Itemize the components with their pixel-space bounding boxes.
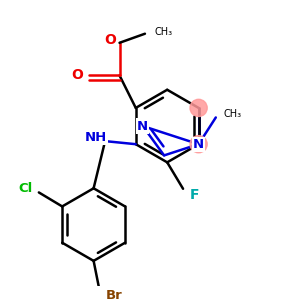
Text: F: F (190, 188, 199, 202)
Circle shape (190, 136, 207, 153)
Text: N: N (193, 138, 204, 151)
Text: O: O (71, 68, 83, 83)
Text: CH₃: CH₃ (155, 27, 173, 37)
Text: O: O (104, 33, 116, 47)
Circle shape (190, 99, 207, 116)
Text: Br: Br (106, 289, 123, 300)
Text: NH: NH (84, 131, 106, 144)
Text: N: N (137, 119, 148, 133)
Text: CH₃: CH₃ (224, 109, 242, 118)
Text: Cl: Cl (18, 182, 33, 195)
